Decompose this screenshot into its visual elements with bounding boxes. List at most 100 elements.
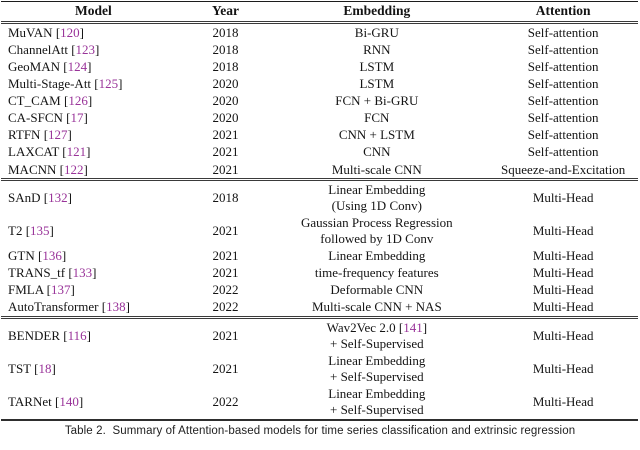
model-cell: RTFN [127] [8, 127, 72, 143]
citation-link[interactable]: 123 [75, 41, 96, 57]
attention-cell: Multi-Head [532, 299, 594, 315]
embedding-cell: CNN [265, 144, 488, 161]
citation-link[interactable]: 116 [67, 327, 87, 343]
attention-cell: Squeeze-and-Excitation [501, 161, 626, 177]
citation-link[interactable]: 124 [67, 58, 88, 74]
embedding-line: + Self-Supervised [330, 402, 424, 418]
citation-link[interactable]: 121 [66, 144, 87, 160]
model-name: TARNet [8, 394, 52, 410]
model-cell: GTN [136] [8, 248, 67, 264]
year-cell: 2018 [212, 41, 239, 57]
embedding-line: LSTM [359, 76, 395, 92]
citation-link[interactable]: 132 [48, 189, 68, 205]
citation-link[interactable]: 126 [68, 93, 88, 109]
attention-cell: Self-attention [527, 24, 599, 40]
model-name: SAnD [8, 189, 41, 205]
table-section: BENDER [116] 2021 Wav2Vec 2.0 [141] + Self-… [1, 317, 638, 420]
model-name: RTFN [8, 127, 41, 143]
embedding-line: Linear Embedding [328, 248, 426, 264]
embedding-line: Linear Embedding [328, 385, 426, 401]
table-row: FMLA [137] 2022 Deformable CNN Multi-Head [1, 282, 638, 299]
embedding-line: time-frequency features [314, 265, 439, 281]
header-row: Model Year Embedding Attention [1, 2, 638, 23]
model-cell: AutoTransformer [138] [8, 299, 130, 315]
embedding-line: followed by 1D Conv [320, 231, 434, 246]
citation-link[interactable]: 136 [42, 248, 62, 264]
model-name: AutoTransformer [8, 299, 99, 315]
embedding-line: (Using 1D Conv) [331, 197, 422, 213]
table-row: RTFN [127] 2021 CNN + LSTM Self-attention [1, 127, 638, 144]
year-cell: 2021 [212, 327, 239, 343]
citation-link[interactable]: 137 [51, 282, 71, 298]
model-name: CA-SFCN [8, 110, 63, 126]
citation-link[interactable]: 140 [59, 394, 79, 410]
citation-link[interactable]: 120 [60, 24, 80, 40]
year-cell: 2022 [212, 282, 239, 298]
attention-cell: Multi-Head [532, 327, 594, 343]
year-cell: 2021 [212, 360, 239, 376]
embedding-line: Gaussian Process Regression [300, 214, 453, 230]
embedding-cell: Bi-GRU [265, 23, 488, 42]
embedding-line: Linear Embedding [328, 352, 426, 368]
model-cell: T2 [135] [8, 222, 54, 238]
citation-link[interactable]: 17 [70, 110, 84, 126]
attention-cell: Multi-Head [532, 360, 594, 376]
table-row: ChannelAtt [123] 2018 RNN Self-attention [1, 41, 638, 58]
embedding-cell: Linear Embedding [265, 248, 488, 265]
attention-cell: Multi-Head [532, 248, 594, 264]
model-cell: CA-SFCN [17] [8, 110, 88, 126]
citation-link[interactable]: 127 [48, 127, 68, 143]
citation-link[interactable]: 141 [403, 319, 423, 335]
citation-link[interactable]: 133 [72, 265, 93, 281]
citation-link[interactable]: 122 [64, 161, 84, 177]
citation-link[interactable]: 125 [98, 76, 119, 92]
embedding-line: LSTM [359, 58, 395, 74]
model-cell: GeoMAN [124] [8, 58, 92, 74]
table-caption: Table 2. Summary of Attention-based mode… [64, 424, 576, 437]
table-row: GeoMAN [124] 2018 LSTM Self-attention [1, 58, 638, 75]
embedding-cell: time-frequency features [265, 265, 488, 282]
citation-link[interactable]: 138 [106, 299, 126, 315]
model-name: CT_CAM [8, 93, 61, 109]
model-cell: Multi-Stage-Att [125] [8, 76, 123, 92]
attention-cell: Multi-Head [532, 282, 594, 298]
attention-cell: Self-attention [527, 93, 599, 109]
embedding-line: + Self-Supervised [330, 368, 424, 384]
citation-link[interactable]: 135 [30, 222, 50, 238]
embedding-cell: Linear Embedding + Self-Supervised [265, 385, 488, 419]
table-row: LAXCAT [121] 2021 CNN Self-attention [1, 144, 638, 161]
model-cell: TARNet [140] [8, 394, 84, 410]
column-header-year: Year [212, 3, 240, 18]
table-section: SAnD [132] 2018 Linear Embedding (Using 1D … [1, 179, 638, 318]
year-cell: 2022 [212, 394, 239, 410]
table-row: Multi-Stage-Att [125] 2020 LSTM Self-attent… [1, 76, 638, 93]
table-row: TARNet [140] 2022 Linear Embedding + Self-S… [1, 385, 638, 419]
embedding-line: CNN [363, 144, 391, 160]
embedding-cell: RNN [265, 41, 488, 58]
table-row: TRANS_tf [133] 2021 time-frequency feature… [1, 265, 638, 282]
model-name: TRANS_tf [8, 265, 66, 281]
embedding-cell: FCN + Bi-GRU [265, 93, 488, 110]
table-header: Model Year Embedding Attention [1, 2, 638, 23]
model-name: FMLA [8, 282, 44, 298]
year-cell: 2021 [212, 265, 239, 281]
attention-cell: Self-attention [527, 58, 599, 74]
attention-cell: Self-attention [527, 110, 599, 126]
attention-cell: Multi-Head [532, 394, 594, 410]
model-cell: CT_CAM [126] [8, 93, 93, 109]
year-cell: 2020 [212, 93, 239, 109]
embedding-cell: Wav2Vec 2.0 [141] + Self-Supervised [326, 319, 428, 351]
citation-link[interactable]: 18 [38, 360, 52, 376]
year-cell: 2021 [212, 144, 239, 160]
attention-cell: Self-attention [527, 127, 599, 143]
embedding-line: RNN [363, 41, 391, 57]
attention-cell: Multi-Head [532, 265, 594, 281]
year-cell: 2021 [212, 248, 239, 264]
embedding-line: CNN + LSTM [338, 127, 415, 143]
year-cell: 2018 [212, 58, 239, 74]
embedding-line: FCN [364, 110, 390, 126]
attention-cell: Self-attention [527, 76, 599, 92]
table-row: MuVAN [120] 2018 Bi-GRU Self-attention [1, 23, 638, 42]
year-cell: 2021 [212, 127, 239, 143]
